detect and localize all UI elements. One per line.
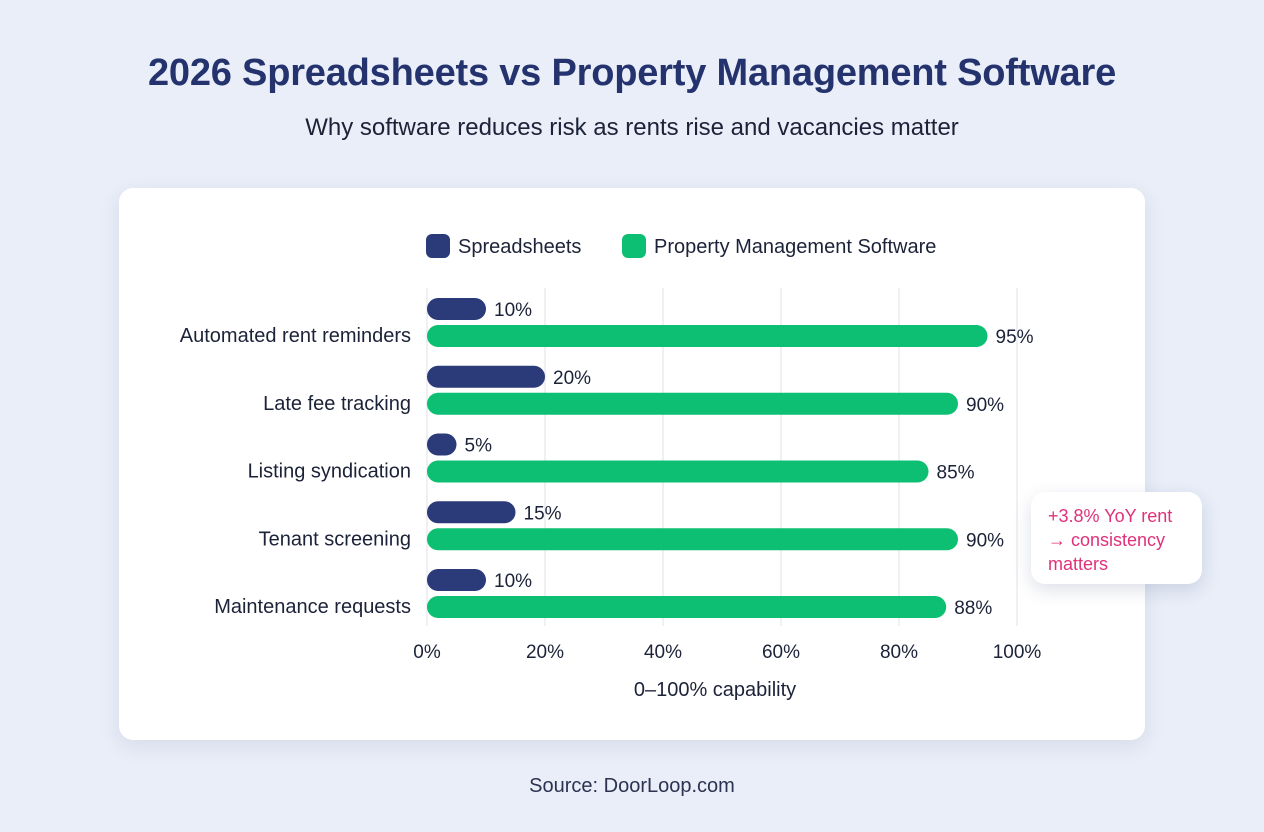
x-tick-label: 20%	[526, 642, 564, 663]
category-label: Maintenance requests	[214, 596, 411, 618]
x-tick-label: 60%	[762, 642, 800, 663]
category-label: Tenant screening	[259, 528, 411, 550]
x-tick-label: 0%	[413, 642, 441, 663]
bar	[427, 298, 486, 320]
bar	[427, 569, 486, 591]
legend-label: Spreadsheets	[458, 236, 581, 258]
bar-value-label: 5%	[465, 436, 493, 457]
bar-value-label: 88%	[954, 598, 992, 619]
page-title: 2026 Spreadsheets vs Property Management…	[147, 52, 1117, 94]
category-label: Late fee tracking	[263, 393, 411, 415]
legend-label: Property Management Software	[654, 236, 936, 258]
bar	[427, 365, 545, 388]
source-note: Source: DoorLoop.com	[529, 775, 735, 797]
legend-swatch	[426, 234, 450, 258]
x-tick-label: 80%	[880, 642, 918, 663]
annotation-line: +3.8% YoY rent	[1048, 506, 1173, 526]
annotation-line: matters	[1048, 554, 1109, 574]
bars: 10% 95% 20% 90% 5% 85% 15% 90% 10% 88%	[427, 298, 1034, 619]
bar	[427, 460, 929, 483]
bar-value-label: 10%	[494, 571, 532, 592]
bar-value-label: 90%	[966, 395, 1004, 416]
annotation-line: → consistency	[1048, 530, 1166, 550]
legend-swatch	[622, 234, 646, 258]
bar	[427, 528, 958, 551]
bar-value-label: 10%	[494, 300, 532, 321]
category-labels: Automated rent reminders Late fee trackin…	[180, 325, 411, 618]
x-tick-label: 40%	[644, 642, 682, 663]
bar-value-label: 95%	[996, 327, 1034, 348]
x-axis-ticks: 0% 20% 40% 60% 80% 100%	[413, 642, 1041, 663]
legend: Spreadsheets Property Management Software	[426, 234, 936, 258]
bar-value-label: 20%	[553, 368, 591, 389]
x-axis-label: 0–100% capability	[634, 679, 796, 701]
annotation-callout: +3.8% YoY rent → consistency matters	[1031, 492, 1202, 584]
x-tick-label: 100%	[993, 642, 1042, 663]
bar-value-label: 85%	[937, 463, 975, 484]
bar	[427, 433, 457, 456]
bar	[427, 392, 958, 415]
category-label: Automated rent reminders	[180, 325, 411, 347]
category-label: Listing syndication	[248, 461, 411, 483]
bar	[427, 596, 947, 618]
bar-value-label: 90%	[966, 530, 1004, 551]
bar-chart: Spreadsheets Property Management Software…	[180, 234, 1041, 701]
page-subtitle: Why software reduces risk as rents rise …	[305, 114, 959, 141]
bar	[427, 501, 516, 524]
bar	[427, 325, 988, 347]
bar-value-label: 15%	[524, 503, 562, 524]
